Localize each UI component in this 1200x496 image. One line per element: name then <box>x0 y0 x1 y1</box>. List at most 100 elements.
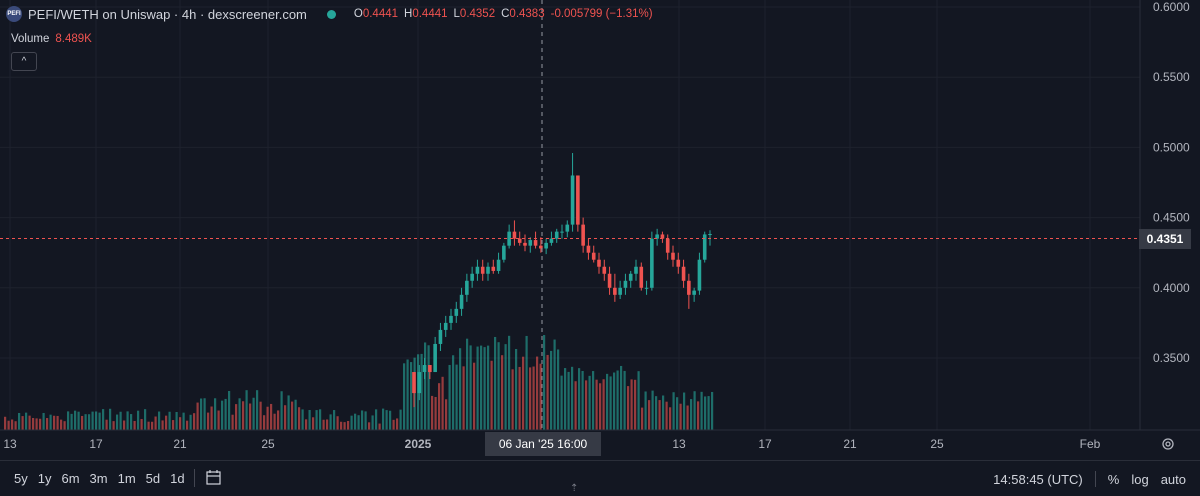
volume-bar <box>483 347 486 430</box>
volume-bar <box>704 396 707 430</box>
candle-body <box>665 238 670 253</box>
candle-body <box>449 315 453 323</box>
volume-bar <box>46 418 49 430</box>
volume-bar <box>294 399 297 430</box>
volume-bar <box>487 345 490 430</box>
volume-bar <box>28 415 31 430</box>
volume-bar <box>455 364 458 430</box>
volume-bar <box>312 417 315 430</box>
volume-bar <box>35 418 38 430</box>
candle-body <box>607 273 612 288</box>
volume-bar <box>371 415 374 430</box>
volume-bar <box>644 391 647 430</box>
toolbar-divider <box>194 469 195 487</box>
volume-bar <box>259 401 262 430</box>
timeframe-5d[interactable]: 5d <box>145 471 161 486</box>
log-toggle[interactable]: log <box>1131 471 1149 487</box>
volume-bar <box>588 375 591 430</box>
scroll-up-icon[interactable]: ⇡ <box>570 483 579 494</box>
volume-bar <box>4 416 7 430</box>
volume-bar <box>518 366 521 430</box>
timeframe-1m[interactable]: 1m <box>117 471 136 486</box>
gear-icon[interactable] <box>1161 437 1175 451</box>
volume-bar <box>543 335 546 430</box>
timeframe-5y[interactable]: 5y <box>14 471 28 486</box>
x-tick-label: 25 <box>930 437 944 451</box>
volume-bar <box>609 376 612 430</box>
volume-bar <box>32 418 35 430</box>
volume-bar <box>224 398 227 430</box>
collapse-legend-button[interactable]: ^ <box>11 52 37 71</box>
volume-bar <box>508 335 511 430</box>
timeframe-3m[interactable]: 3m <box>89 471 108 486</box>
volume-bar <box>172 420 175 430</box>
volume-bar <box>130 414 133 430</box>
volume-bar <box>252 397 255 430</box>
volume-bar <box>522 356 525 430</box>
auto-toggle[interactable]: auto <box>1160 471 1186 487</box>
candle-body <box>539 245 543 249</box>
timeframe-1d[interactable]: 1d <box>170 471 185 486</box>
volume-bar <box>102 409 105 430</box>
volume-bar <box>70 413 73 430</box>
candle-body <box>549 238 554 243</box>
bottom-toolbar: 5y 1y 6m 3m 1m 5d 1d 14:58:45 (UTC) % lo… <box>0 460 1200 496</box>
volume-bar <box>193 413 196 430</box>
volume-bar <box>343 422 346 430</box>
volume-bar <box>641 407 644 430</box>
volume-bar <box>165 415 168 430</box>
volume-bar <box>623 370 626 430</box>
volume-bar <box>81 415 84 430</box>
candle-body <box>507 231 511 246</box>
volume-bar <box>105 419 108 430</box>
volume-bar <box>137 410 140 430</box>
volume-bar <box>217 410 220 430</box>
volume-bar <box>207 412 210 430</box>
y-tick-label: 0.4000 <box>1153 281 1190 295</box>
status-dot-icon <box>326 9 336 19</box>
volume-bar <box>469 345 472 430</box>
crosshair-time-badge: 06 Jan '25 16:00 <box>485 432 601 456</box>
volume-bar <box>490 360 493 430</box>
y-tick-label: 0.4500 <box>1153 211 1190 225</box>
volume-bar <box>95 411 98 430</box>
volume-bar <box>676 397 679 430</box>
candle-body <box>480 266 485 274</box>
candle-body <box>681 266 686 281</box>
timeframe-1y[interactable]: 1y <box>37 471 52 486</box>
volume-bar <box>406 359 409 430</box>
volume-bar <box>539 363 542 430</box>
volume-bar <box>501 355 504 430</box>
volume-bar <box>350 415 353 430</box>
volume-bar <box>672 392 675 430</box>
y-tick-label: 0.3500 <box>1153 351 1190 365</box>
volume-bar <box>697 401 700 430</box>
utc-clock[interactable]: 14:58:45 (UTC) <box>993 471 1083 487</box>
candle-body <box>576 175 580 225</box>
timeframe-6m[interactable]: 6m <box>61 471 80 486</box>
pair-title[interactable]: PEFI/WETH on Uniswap · 4h · dexscreener.… <box>28 6 307 22</box>
candle-body <box>623 280 628 288</box>
candle-body <box>613 287 617 295</box>
volume-bar <box>630 379 633 430</box>
x-tick-label: 13 <box>672 437 686 451</box>
volume-bar <box>585 380 588 430</box>
volume-bar <box>203 398 206 430</box>
volume-bar <box>420 353 423 430</box>
volume-bar <box>396 418 399 430</box>
candle-body <box>417 372 422 394</box>
calendar-range-icon[interactable] <box>205 469 223 487</box>
volume-bar <box>336 416 339 430</box>
candle-body <box>634 266 638 274</box>
volume-bar <box>322 419 325 430</box>
candle-body <box>650 238 654 288</box>
volume-bar <box>686 405 689 430</box>
volume-bar <box>599 383 602 430</box>
volume-bar <box>546 354 549 430</box>
percent-toggle[interactable]: % <box>1107 471 1120 487</box>
volume-bar <box>74 410 77 430</box>
volume-bar <box>357 415 360 430</box>
y-tick-label: 0.5000 <box>1153 140 1190 154</box>
x-tick-label: 21 <box>173 437 187 451</box>
